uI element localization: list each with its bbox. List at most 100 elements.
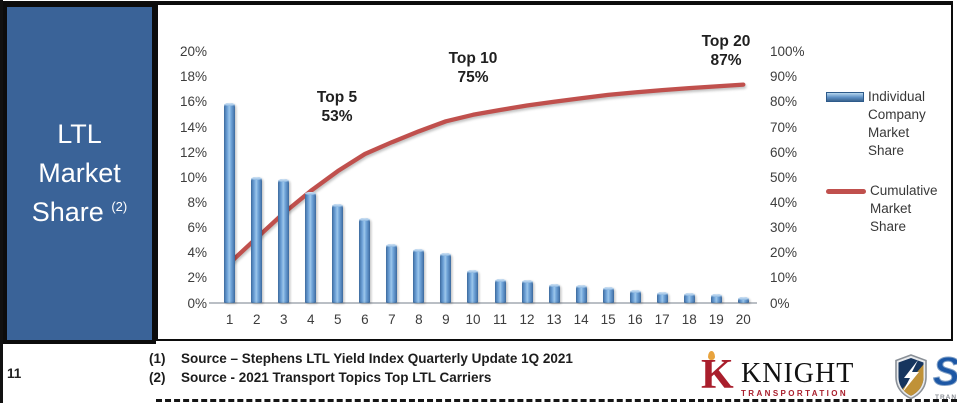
x-axis-label: 2 [252,312,261,327]
title-footnote-ref: (2) [111,199,128,214]
top-border-line [3,1,953,4]
left-axis-tick: 0% [187,295,207,311]
title-line-2: Market [38,158,121,188]
knight-name: KNIGHT [741,358,855,389]
footnote-1: (1) Source – Stephens LTL Yield Index Qu… [149,351,573,366]
right-axis-tick: 100% [770,44,805,60]
title-line-3: Share (2) [32,193,127,232]
page-number: 11 [7,366,22,381]
title-share-text: Share [31,197,104,227]
right-axis-tick: 30% [770,220,798,236]
left-axis-tick: 20% [179,44,207,60]
left-axis-tick: 6% [187,220,207,236]
footnote-2: (2) Source - 2021 Transport Topics Top L… [149,370,573,385]
left-axis-tick: 12% [179,144,207,160]
left-axis-tick: 4% [187,245,207,261]
flame-icon [708,351,715,360]
bar [467,270,479,303]
legend-label-individual: Individual Company Market Share [868,89,926,158]
x-axis-label: 8 [415,312,423,327]
swift-logo: S TRAN [893,350,957,403]
chart-title-box: LTL Market Share (2) [3,3,156,344]
legend: Individual Company Market Share Cumulati… [826,88,956,258]
left-axis-tick: 10% [179,169,207,185]
cumulative-line [227,82,746,266]
bar [224,103,236,303]
bar [521,280,533,303]
bar [737,296,749,303]
left-axis-tick: 18% [179,69,207,85]
right-axis-tick: 50% [770,169,798,185]
bar [710,294,722,303]
bar [413,248,425,303]
x-axis-label: 5 [334,312,342,327]
annotation-label: Top 5 [316,89,358,106]
x-axis-label: 16 [627,312,643,327]
right-axis-tick: 40% [770,194,798,210]
left-axis-tick: 16% [179,94,207,110]
annotation: Top 10 75% [423,49,523,87]
x-axis-label: 4 [307,312,315,327]
annotation: Top 20 87% [676,32,776,70]
legend-item-individual: Individual Company Market Share [826,88,956,160]
cumulative-line-chart [227,82,746,266]
x-axis-label: 6 [361,312,369,327]
bar [278,178,290,303]
left-axis-tick: 2% [187,270,207,286]
x-axis-label: 1 [225,312,234,327]
bar [440,252,452,303]
x-axis-label: 12 [519,312,535,327]
legend-label-cumulative: Cumulative Market Share [870,183,938,234]
x-axis-label: 15 [600,312,616,327]
x-axis-label: 17 [654,312,670,327]
annotation-value: 87% [710,52,742,69]
footnote-1-text: Source – Stephens LTL Yield Index Quarte… [181,351,573,366]
bar [548,284,560,303]
x-axis-label: 7 [388,312,396,327]
x-axis-label: 9 [442,312,450,327]
bar [332,203,344,303]
swift-partial-subtitle: TRAN [935,394,957,401]
bar [602,286,614,303]
swift-partial-letter: S [933,350,957,395]
footnote-2-number: (2) [149,370,166,385]
x-axis-label: 11 [492,312,507,327]
bar [683,292,695,303]
bar [305,192,317,303]
right-axis-tick: 20% [770,245,798,261]
annotation-label: Top 20 [701,33,751,50]
x-axis-line [209,302,757,304]
right-axis-tick: 90% [770,69,798,85]
bar [575,285,587,303]
footnote-2-text: Source - 2021 Transport Topics Top LTL C… [181,370,492,385]
footnotes: (1) Source – Stephens LTL Yield Index Qu… [149,351,573,389]
x-axis-label: 10 [465,312,481,327]
footnote-1-number: (1) [149,351,166,366]
annotation-label: Top 10 [448,50,498,67]
line-swatch-icon [826,189,866,194]
bar [494,279,506,303]
swift-shield-icon [895,354,927,400]
annotation: Top 5 53% [287,88,387,126]
right-axis-tick: 10% [770,270,798,286]
left-axis-tick: 8% [187,194,207,210]
right-axis-tick: 80% [770,94,798,110]
right-axis-tick: 60% [770,144,798,160]
x-axis-label: 19 [708,312,724,327]
bottom-dashed-line [156,399,957,402]
knight-k-mark: K [701,351,737,398]
bar [629,290,641,303]
x-axis-label: 3 [279,312,288,327]
left-axis-tick: 14% [179,119,207,135]
x-axis-label: 14 [573,312,589,327]
legend-item-cumulative: Cumulative Market Share [826,182,956,236]
annotation-value: 53% [321,108,353,125]
bar-swatch-icon [826,92,864,102]
right-axis-tick: 0% [770,295,790,311]
chart-plot-area: Individual Company Market Share Cumulati… [3,0,957,403]
knight-k-letter: K [701,352,734,398]
annotation-value: 75% [457,69,489,86]
x-axis-label: 13 [546,312,562,327]
knight-subtitle: TRANSPORTATION [741,389,849,398]
